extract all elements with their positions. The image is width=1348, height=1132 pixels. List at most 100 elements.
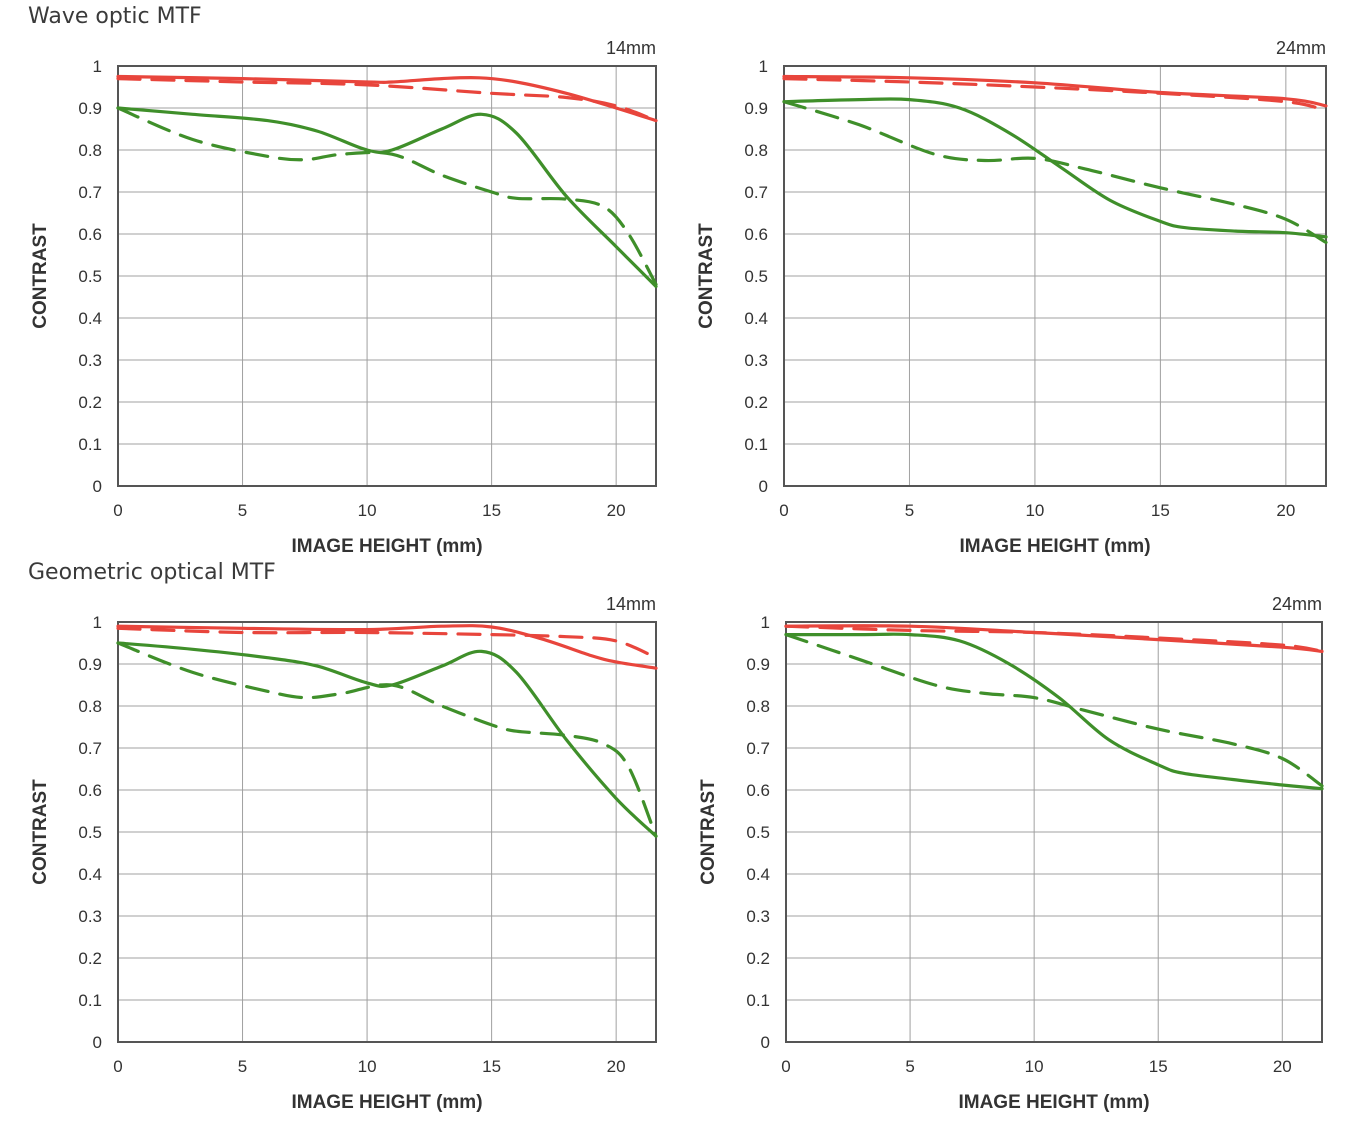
y-tick-label: 0.5 — [746, 823, 770, 842]
series-line-green-meridional — [116, 641, 658, 838]
x-axis-label: IMAGE HEIGHT (mm) — [959, 536, 1150, 557]
y-tick-label: 0.8 — [78, 141, 102, 160]
y-tick-label: 0 — [93, 477, 102, 496]
y-tick-label: 0.2 — [78, 393, 102, 412]
y-tick-label: 0.9 — [744, 99, 768, 118]
y-tick-label: 0.9 — [746, 655, 770, 674]
series-line-red-meridional — [782, 77, 1328, 113]
y-tick-label: 0.2 — [78, 949, 102, 968]
series-line-red-meridional — [116, 77, 658, 123]
y-tick-label: 0.1 — [78, 435, 102, 454]
y-tick-label: 0.7 — [744, 183, 768, 202]
series-line-green-meridional — [782, 100, 1328, 244]
y-tick-label: 0.1 — [746, 991, 770, 1010]
x-tick-label: 0 — [779, 501, 788, 520]
y-axis-label: CONTRAST — [30, 223, 51, 329]
y-tick-label: 0.6 — [746, 781, 770, 800]
y-tick-label: 0.5 — [78, 823, 102, 842]
plot-frame — [785, 621, 1323, 1043]
focal-length-label: 14mm — [606, 594, 656, 614]
focal-length-label: 24mm — [1276, 38, 1326, 58]
y-tick-label: 0.3 — [78, 351, 102, 370]
chart-geo-14mm: 00.10.20.30.40.50.60.70.80.910 5 10 15 2014m… — [30, 594, 658, 1113]
x-tick-label: 10 — [358, 501, 377, 520]
series-line-red-sagittal — [782, 74, 1328, 108]
y-tick-label: 0.5 — [78, 267, 102, 286]
chart-wave-24mm: 00.10.20.30.40.50.60.70.80.910 5 10 15 2024m… — [696, 38, 1328, 557]
y-axis-label: CONTRAST — [698, 779, 719, 885]
series-line-green-sagittal — [116, 641, 658, 838]
series-line-red-sagittal — [116, 624, 658, 670]
y-tick-label: 0.6 — [78, 781, 102, 800]
y-tick-label: 0.3 — [744, 351, 768, 370]
y-axis-label: CONTRAST — [696, 223, 717, 329]
y-tick-label: 0.8 — [744, 141, 768, 160]
y-tick-label: 0.4 — [744, 309, 768, 328]
x-axis-label: IMAGE HEIGHT (mm) — [291, 1092, 482, 1113]
y-tick-label: 0.5 — [744, 267, 768, 286]
y-tick-label: 1 — [761, 613, 770, 632]
x-tick-label: 10 — [1025, 1057, 1044, 1076]
chart-wave-14mm: 00.10.20.30.40.50.60.70.80.910 5 10 15 2014m… — [30, 38, 658, 557]
x-tick-label: 20 — [1273, 1057, 1292, 1076]
x-axis-label: IMAGE HEIGHT (mm) — [291, 536, 482, 557]
series-line-red-meridional — [116, 626, 658, 660]
series-line-green-sagittal — [784, 632, 1324, 791]
focal-length-label: 14mm — [606, 38, 656, 58]
x-tick-label: 20 — [607, 1057, 626, 1076]
y-tick-label: 0.7 — [746, 739, 770, 758]
y-tick-label: 0.8 — [746, 697, 770, 716]
x-tick-label: 15 — [482, 501, 501, 520]
y-tick-label: 0 — [759, 477, 768, 496]
series-line-red-meridional — [784, 624, 1324, 653]
y-tick-label: 0.7 — [78, 183, 102, 202]
y-tick-label: 0.4 — [78, 865, 102, 884]
plot-frame — [117, 65, 657, 487]
y-axis-label: CONTRAST — [30, 779, 51, 885]
geometric-optical-title: Geometric optical MTF — [28, 560, 276, 585]
y-tick-label: 0.9 — [78, 655, 102, 674]
x-tick-label: 5 — [905, 501, 914, 520]
series-line-green-sagittal — [782, 97, 1328, 239]
y-tick-label: 0 — [761, 1033, 770, 1052]
y-tick-label: 0.6 — [744, 225, 768, 244]
x-tick-label: 10 — [358, 1057, 377, 1076]
x-tick-label: 15 — [482, 1057, 501, 1076]
x-tick-label: 0 — [113, 501, 122, 520]
x-tick-label: 20 — [1276, 501, 1295, 520]
x-tick-label: 0 — [113, 1057, 122, 1076]
y-tick-label: 0.3 — [746, 907, 770, 926]
y-tick-label: 0.3 — [78, 907, 102, 926]
plot-frame — [117, 621, 657, 1043]
x-tick-label: 20 — [607, 501, 626, 520]
y-tick-label: 0.4 — [746, 865, 770, 884]
wave-optic-title: Wave optic MTF — [28, 4, 202, 29]
y-tick-label: 0.8 — [78, 697, 102, 716]
chart-geo-24mm: 00.10.20.30.40.50.60.70.80.910 5 10 15 2024m… — [698, 594, 1324, 1113]
plot-frame — [783, 65, 1327, 487]
x-tick-label: 5 — [238, 1057, 247, 1076]
x-tick-label: 5 — [905, 1057, 914, 1076]
y-tick-label: 0.6 — [78, 225, 102, 244]
y-tick-label: 0.7 — [78, 739, 102, 758]
y-tick-label: 0.4 — [78, 309, 102, 328]
x-tick-label: 10 — [1025, 501, 1044, 520]
x-tick-label: 5 — [238, 501, 247, 520]
series-line-green-sagittal — [116, 106, 658, 289]
focal-length-label: 24mm — [1272, 594, 1322, 614]
y-tick-label: 0 — [93, 1033, 102, 1052]
series-line-green-meridional — [784, 633, 1324, 788]
y-tick-label: 0.2 — [744, 393, 768, 412]
x-axis-label: IMAGE HEIGHT (mm) — [958, 1092, 1149, 1113]
series-line-green-meridional — [116, 106, 658, 286]
series-line-red-sagittal — [116, 74, 658, 123]
y-tick-label: 1 — [759, 57, 768, 76]
x-tick-label: 15 — [1151, 501, 1170, 520]
y-tick-label: 0.9 — [78, 99, 102, 118]
y-tick-label: 0.1 — [744, 435, 768, 454]
y-tick-label: 0.2 — [746, 949, 770, 968]
x-tick-label: 15 — [1149, 1057, 1168, 1076]
y-tick-label: 1 — [93, 613, 102, 632]
y-tick-label: 0.1 — [78, 991, 102, 1010]
y-tick-label: 1 — [93, 57, 102, 76]
